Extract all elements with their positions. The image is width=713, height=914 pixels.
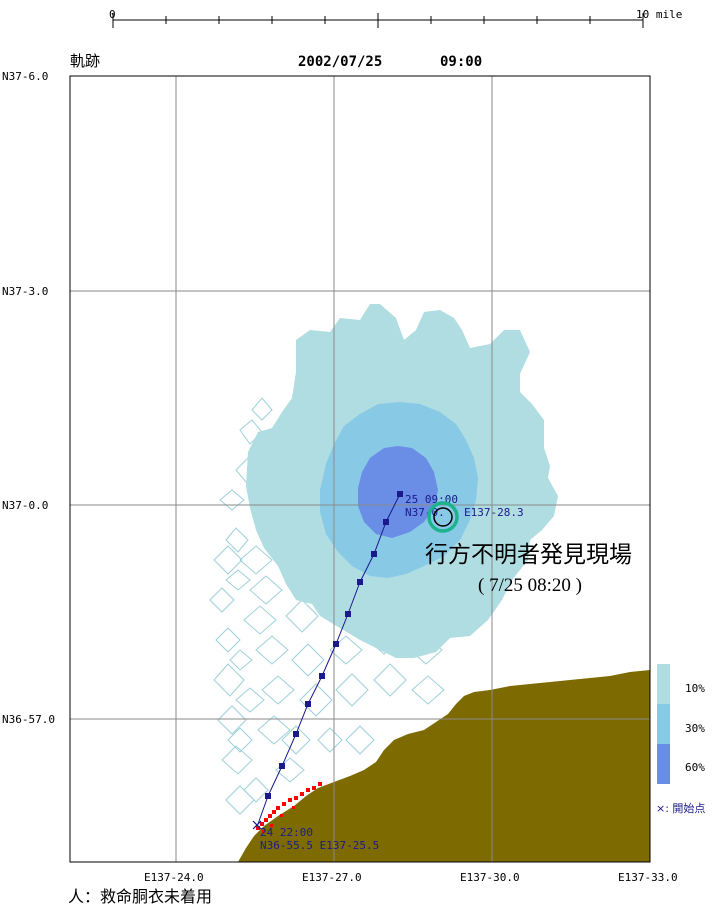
lat-tick-label: N37-6.0: [2, 70, 48, 83]
track-point: [265, 793, 271, 799]
lon-tick-label: E137-24.0: [144, 871, 204, 884]
map-date: 2002/07/25: [298, 54, 382, 70]
lat-tick-label: N37-3.0: [2, 285, 48, 298]
start-point-marker: [252, 820, 262, 830]
scale-bar: 0 10 mile: [109, 8, 682, 28]
probability-legend: 10% 30% 60% ×: 開始点: [656, 664, 705, 815]
lon-tick-label: E137-33.0: [618, 871, 678, 884]
lat-tick-label: N36-57.0: [2, 713, 55, 726]
discovery-title: 行方不明者発見現場: [425, 542, 632, 568]
track-point: [279, 763, 285, 769]
discovery-site-marker: [427, 501, 459, 533]
track-point: [397, 491, 403, 497]
legend-start-marker-label: ×: 開始点: [656, 801, 705, 815]
track-point: [371, 551, 377, 557]
legend-label-30pct: 30%: [685, 722, 705, 735]
legend-swatch-30pct: [657, 704, 670, 744]
legend-label-60pct: 60%: [685, 761, 705, 774]
lat-tick-label: N37-0.0: [2, 499, 48, 512]
track-point: [345, 611, 351, 617]
grid-lines: [70, 76, 650, 862]
map-title: 軌跡: [70, 52, 100, 70]
legend-label-10pct: 10%: [685, 682, 705, 695]
footer-note: 人：救命胴衣未着用: [68, 887, 212, 906]
plot-area: 25 09:00 N37-0. E137-28.3 24 22:00 N36-5…: [69, 75, 651, 863]
track-point: [333, 641, 339, 647]
track-end-lon-label: E137-28.3: [464, 506, 524, 519]
lon-tick-label: E137-30.0: [460, 871, 520, 884]
drift-particle-outline: [209, 397, 445, 815]
legend-swatch-10pct: [657, 664, 670, 704]
track-point: [357, 579, 363, 585]
track-point: [319, 673, 325, 679]
legend-swatch-60pct: [657, 744, 670, 784]
discovery-subtitle: ( 7/25 08:20 ): [478, 575, 582, 596]
scale-end-label: 10 mile: [636, 8, 682, 21]
track-point: [383, 519, 389, 525]
track-point: [305, 701, 311, 707]
latitude-labels: N37-6.0 N37-3.0 N37-0.0 N36-57.0: [2, 70, 55, 726]
longitude-labels: E137-24.0 E137-27.0 E137-30.0 E137-33.0: [144, 871, 678, 884]
stranding-marks: [256, 782, 322, 833]
scale-start-label: 0: [109, 8, 116, 21]
track-start-pos-label: N36-55.5 E137-25.5: [260, 839, 379, 852]
drift-track: [252, 491, 403, 830]
track-end-lat-label: N37-0.: [405, 506, 445, 519]
coastline-land: [238, 670, 650, 862]
map-time: 09:00: [440, 54, 482, 70]
track-point: [293, 731, 299, 737]
lon-tick-label: E137-27.0: [302, 871, 362, 884]
track-start-time-label: 24 22:00: [260, 826, 313, 839]
